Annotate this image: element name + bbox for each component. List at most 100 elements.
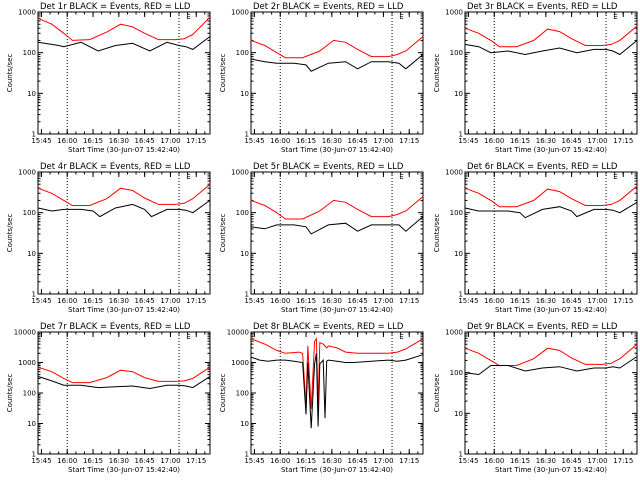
y-tick-label: 1000 (445, 9, 463, 17)
y-tick-label: 100 (450, 49, 463, 57)
y-tick-label: 1 (32, 291, 36, 299)
x-tick-label: 15:45 (31, 457, 51, 465)
detector-panel-5: Det 5r BLACK = Events, RED = LLD 1 10 100 10… (219, 162, 424, 314)
x-tick-label: 17:00 (160, 137, 180, 145)
x-tick-label: 15:45 (458, 137, 478, 145)
x-tick-label: 16:30 (322, 457, 342, 465)
x-tick-label: 15:45 (458, 297, 478, 305)
series-events-line (464, 356, 638, 376)
x-tick-label: 17:00 (373, 137, 393, 145)
y-tick-label: 10 (240, 420, 249, 428)
y-tick-label: 1 (459, 131, 463, 139)
x-tick-label: 16:45 (135, 457, 155, 465)
x-tick-label: 17:00 (587, 137, 607, 145)
y-axis-label: Counts/sec (219, 214, 227, 253)
y-tick-label: 1000 (445, 329, 463, 337)
panel-title: Det 8r BLACK = Events, RED = LLD (253, 322, 404, 332)
e-marker-label: E (399, 333, 403, 341)
series-events-line (250, 353, 424, 429)
x-tick-label: 16:00 (270, 297, 290, 305)
x-tick-label: 17:00 (160, 457, 180, 465)
x-tick-label: 16:15 (510, 457, 530, 465)
x-tick-label: 17:00 (373, 297, 393, 305)
x-tick-label: 17:15 (399, 137, 419, 145)
x-axis-label: Start Time (30-Jun-07 15:42:40) (281, 466, 393, 474)
y-axis-label: Counts/sec (219, 54, 227, 93)
x-tick-label: 16:30 (536, 457, 556, 465)
e-marker-label: E (613, 173, 617, 181)
x-tick-label: 16:45 (348, 457, 368, 465)
x-axis-label: Start Time (30-Jun-07 15:42:40) (68, 466, 180, 474)
x-tick-label: 15:45 (244, 457, 264, 465)
x-tick-label: 16:15 (296, 457, 316, 465)
series-lld-line (464, 343, 638, 366)
y-tick-label: 1 (245, 451, 249, 459)
panel-title: Det 3r BLACK = Events, RED = LLD (467, 2, 618, 12)
plot-frame (464, 331, 638, 455)
y-tick-label: 100 (23, 49, 36, 57)
plot-frame (464, 11, 638, 135)
x-tick-label: 17:15 (613, 137, 633, 145)
y-tick-label: 1000 (231, 359, 249, 367)
y-tick-label: 10 (27, 90, 36, 98)
detector-panel-9: Det 9r BLACK = Events, RED = LLD 1 10 100 10… (433, 322, 638, 474)
x-tick-label: 16:15 (296, 297, 316, 305)
y-tick-label: 100 (450, 369, 463, 377)
y-tick-label: 100 (450, 209, 463, 217)
panel-title: Det 2r BLACK = Events, RED = LLD (253, 2, 404, 12)
x-tick-label: 16:15 (510, 137, 530, 145)
y-axis-label: Counts/sec (6, 374, 14, 413)
e-marker-label: E (613, 13, 617, 21)
series-events-line (250, 54, 424, 72)
y-tick-label: 100 (236, 209, 249, 217)
x-tick-label: 17:15 (186, 457, 206, 465)
panel-title: Det 5r BLACK = Events, RED = LLD (253, 162, 404, 172)
x-tick-label: 16:00 (57, 297, 77, 305)
x-tick-label: 16:00 (484, 137, 504, 145)
y-tick-label: 10 (240, 90, 249, 98)
x-tick-label: 16:45 (135, 137, 155, 145)
series-lld-line (464, 185, 638, 208)
y-tick-label: 1 (459, 451, 463, 459)
y-axis-label: Counts/sec (433, 214, 441, 253)
e-marker-label: E (186, 333, 190, 341)
x-tick-label: 16:45 (562, 137, 582, 145)
plot-frame (250, 11, 424, 135)
y-tick-label: 10 (454, 410, 463, 418)
y-tick-label: 1000 (18, 9, 36, 17)
plot-frame (37, 331, 211, 455)
y-tick-label: 1 (32, 131, 36, 139)
x-tick-label: 16:15 (83, 457, 103, 465)
x-tick-label: 16:30 (536, 297, 556, 305)
series-lld-line (37, 16, 211, 41)
y-tick-label: 1000 (18, 169, 36, 177)
e-marker-label: E (399, 13, 403, 21)
y-axis-label: Counts/sec (6, 214, 14, 253)
y-tick-label: 1 (245, 131, 249, 139)
x-tick-label: 17:00 (373, 457, 393, 465)
y-tick-label: 10 (27, 250, 36, 258)
plot-frame (464, 171, 638, 295)
y-axis-label: Counts/sec (433, 374, 441, 413)
x-tick-label: 15:45 (244, 297, 264, 305)
x-tick-label: 16:45 (135, 297, 155, 305)
panel-title: Det 4r BLACK = Events, RED = LLD (40, 162, 191, 172)
x-tick-label: 17:15 (399, 457, 419, 465)
x-tick-label: 16:00 (270, 137, 290, 145)
x-tick-label: 16:30 (109, 137, 129, 145)
x-tick-label: 17:00 (587, 457, 607, 465)
y-tick-label: 1 (32, 451, 36, 459)
y-axis-label: Counts/sec (6, 54, 14, 93)
x-tick-label: 16:30 (322, 137, 342, 145)
series-events-line (464, 40, 638, 56)
x-tick-label: 15:45 (31, 137, 51, 145)
e-marker-label: E (399, 173, 403, 181)
y-tick-label: 1000 (231, 9, 249, 17)
x-axis-label: Start Time (30-Jun-07 15:42:40) (495, 466, 607, 474)
y-tick-label: 10 (27, 420, 36, 428)
x-tick-label: 16:45 (348, 297, 368, 305)
y-tick-label: 1000 (18, 359, 36, 367)
y-tick-label: 100 (23, 209, 36, 217)
y-axis-label: Counts/sec (433, 54, 441, 93)
y-tick-label: 10 (240, 250, 249, 258)
